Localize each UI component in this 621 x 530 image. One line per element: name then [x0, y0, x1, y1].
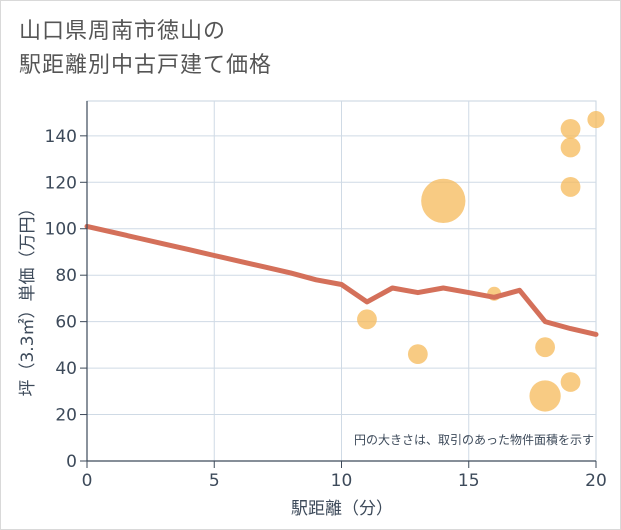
scatter-point	[560, 137, 581, 158]
scatter-point	[357, 309, 377, 330]
y-tick-label: 100	[45, 220, 77, 240]
axes: 0 20 40 60 80 100 120 140 0 5 10 15 20	[45, 101, 607, 491]
grid	[86, 100, 597, 462]
y-axis-title: 坪（3.3㎡）単価（万円）	[18, 199, 38, 396]
scatter-point	[560, 118, 581, 139]
size-legend-note: 円の大きさは、取引のあった物件面積を示す	[354, 432, 594, 447]
y-tick-label: 80	[55, 266, 77, 286]
y-tick-label: 60	[55, 313, 77, 333]
x-tick-label: 10	[331, 471, 353, 491]
scatter-point	[535, 337, 555, 358]
y-tick-label: 140	[45, 127, 77, 147]
y-tick-label: 20	[55, 406, 77, 426]
y-tick-label: 40	[55, 359, 77, 379]
x-tick-label: 15	[458, 471, 480, 491]
y-tick-label: 120	[45, 173, 77, 193]
x-tick-label: 20	[585, 471, 607, 491]
line-series	[84, 223, 599, 337]
scatter-point	[587, 111, 605, 129]
chart-title: 山口県周南市徳山の 駅距離別中古戸建て価格	[19, 15, 272, 83]
scatter-point	[529, 380, 561, 412]
x-axis-title: 駅距離（分）	[291, 499, 393, 519]
scatter-point	[560, 372, 581, 392]
chart-title-line-1: 山口県周南市徳山の	[19, 19, 227, 44]
scatter-point	[407, 344, 428, 365]
scatter-point	[421, 178, 466, 224]
chart-title-line-2: 駅距離別中古戸建て価格	[19, 53, 273, 78]
x-tick-label: 5	[209, 471, 220, 491]
y-tick-label: 0	[66, 452, 77, 472]
scatter-point	[560, 177, 581, 197]
scatter-series	[357, 111, 605, 412]
x-tick-label: 0	[82, 471, 93, 491]
average-price-line	[84, 223, 599, 337]
